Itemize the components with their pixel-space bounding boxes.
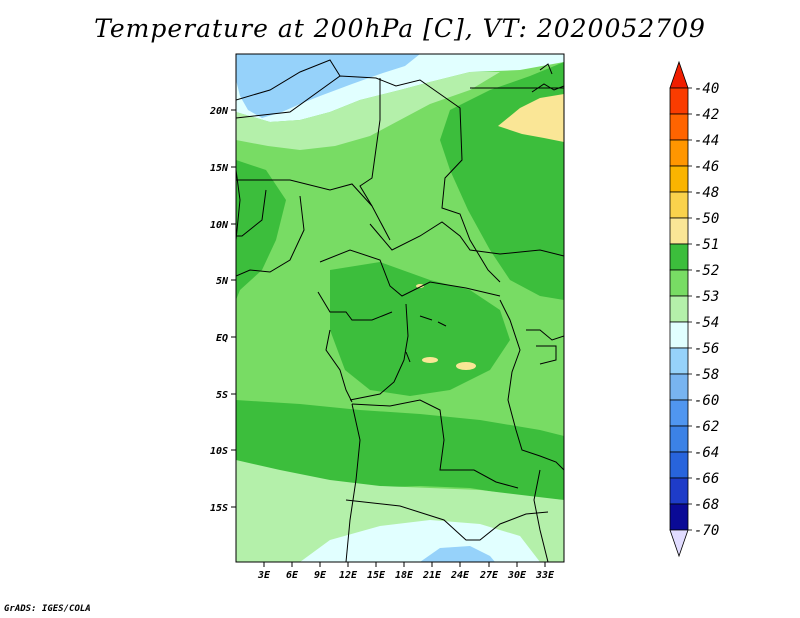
border-line xyxy=(325,329,353,403)
legend-swatch xyxy=(669,295,689,323)
border-line xyxy=(419,315,433,321)
legend-label: -62 xyxy=(694,419,719,435)
lon-label: 15E xyxy=(367,570,386,581)
legend-label: -54 xyxy=(694,315,719,331)
field-warm-spot xyxy=(422,357,438,363)
lon-label: 18E xyxy=(395,570,414,581)
legend-label: -44 xyxy=(694,133,719,149)
legend-label: -51 xyxy=(694,237,719,253)
lat-label: 15S xyxy=(210,503,228,514)
lon-label: 27E xyxy=(479,570,499,581)
legend-swatch xyxy=(669,165,689,193)
lat-label: 15N xyxy=(210,163,229,174)
lat-label: 10S xyxy=(210,446,228,457)
legend-swatch xyxy=(669,217,689,245)
border-line xyxy=(359,78,391,241)
field-warm-spot xyxy=(456,362,476,370)
border-line xyxy=(345,499,549,541)
country-borders xyxy=(236,59,564,562)
legend-swatch xyxy=(669,87,689,115)
legend-swatch xyxy=(669,451,689,479)
border-line xyxy=(531,83,564,93)
legend-swatch xyxy=(669,191,689,219)
border-line xyxy=(236,59,341,101)
border-line xyxy=(236,195,305,277)
field-green-south xyxy=(236,400,564,500)
legend-swatch xyxy=(669,321,689,349)
lon-label: 30E xyxy=(507,570,527,581)
border-line xyxy=(536,345,557,365)
border-line xyxy=(345,403,361,562)
border-line xyxy=(236,189,267,237)
border-line xyxy=(236,169,241,241)
border-line xyxy=(526,329,564,341)
border-line xyxy=(236,75,501,283)
legend-label: -50 xyxy=(694,211,719,227)
legend-swatch xyxy=(669,503,689,531)
field-warm-spot xyxy=(416,284,424,288)
lon-label: 21E xyxy=(422,570,442,581)
field-cold-south xyxy=(420,546,495,562)
lat-label: 5N xyxy=(216,276,229,287)
legend-swatch xyxy=(669,113,689,141)
legend-label: -58 xyxy=(694,367,719,383)
legend-swatch xyxy=(669,269,689,297)
legend-swatch xyxy=(669,243,689,271)
border-line xyxy=(533,469,549,562)
lon-label: 6E xyxy=(286,570,299,581)
legend-swatch xyxy=(669,477,689,505)
legend-label: -56 xyxy=(694,341,719,357)
legend-label: -40 xyxy=(694,81,719,97)
legend-label: -42 xyxy=(694,107,719,123)
legend-swatch xyxy=(669,425,689,453)
legend-swatch xyxy=(669,373,689,401)
legend-label: -53 xyxy=(694,289,719,305)
border-line xyxy=(236,179,373,207)
legend-label: -68 xyxy=(694,497,719,513)
legend-label: -46 xyxy=(694,159,719,175)
legend-swatch xyxy=(669,399,689,427)
border-line xyxy=(319,249,501,297)
field-cold-northwest xyxy=(236,54,420,118)
latitude-axis: 20N 15N 10N 5N EQ 5S 10S 15S xyxy=(209,106,236,514)
lon-label: 9E xyxy=(314,570,327,581)
lon-label: 24E xyxy=(450,570,470,581)
map-frame xyxy=(235,53,565,563)
lon-label: 3E xyxy=(257,570,271,581)
legend-arrow-bottom xyxy=(669,529,689,558)
credit-text: GrADS: IGES/COLA xyxy=(4,604,91,614)
border-line xyxy=(539,63,553,75)
legend-label: -52 xyxy=(694,263,719,279)
border-line xyxy=(351,399,519,489)
border-line xyxy=(499,299,564,471)
legend-swatch xyxy=(669,347,689,375)
lat-label: 10N xyxy=(210,220,229,231)
legend-label: -70 xyxy=(694,523,719,539)
lon-label: 33E xyxy=(535,570,555,581)
chart-title: Temperature at 200hPa [C], VT: 202005270… xyxy=(94,14,706,43)
legend-label: -48 xyxy=(694,185,719,201)
border-line xyxy=(317,291,393,321)
legend-label: -64 xyxy=(694,445,719,461)
border-line xyxy=(437,321,447,327)
field-warm-northeast xyxy=(498,94,564,142)
border-line xyxy=(349,303,409,401)
lat-label: 5S xyxy=(216,390,228,401)
border-line xyxy=(369,221,564,257)
temperature-field xyxy=(236,54,564,562)
longitude-axis: 3E 6E 9E 12E 15E 18E 21E 24E 27E 30E 33E xyxy=(257,562,555,581)
lat-label: 20N xyxy=(209,106,229,117)
border-line xyxy=(405,351,411,363)
legend-swatch xyxy=(669,139,689,167)
lat-label: EQ xyxy=(216,333,228,344)
legend-label: -66 xyxy=(694,471,719,487)
color-legend: -40 -42 -44 -46 -48 -50 -51 -52 -53 -54 -56 -58 -60 -… xyxy=(669,60,719,558)
lon-label: 12E xyxy=(339,570,358,581)
legend-label: -60 xyxy=(694,393,719,409)
legend-arrow-top xyxy=(669,60,689,89)
field-green-west xyxy=(236,160,286,300)
field-pale-green-north xyxy=(236,72,500,150)
